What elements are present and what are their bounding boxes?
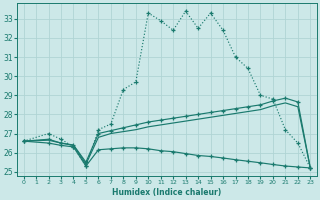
X-axis label: Humidex (Indice chaleur): Humidex (Indice chaleur) — [112, 188, 221, 197]
